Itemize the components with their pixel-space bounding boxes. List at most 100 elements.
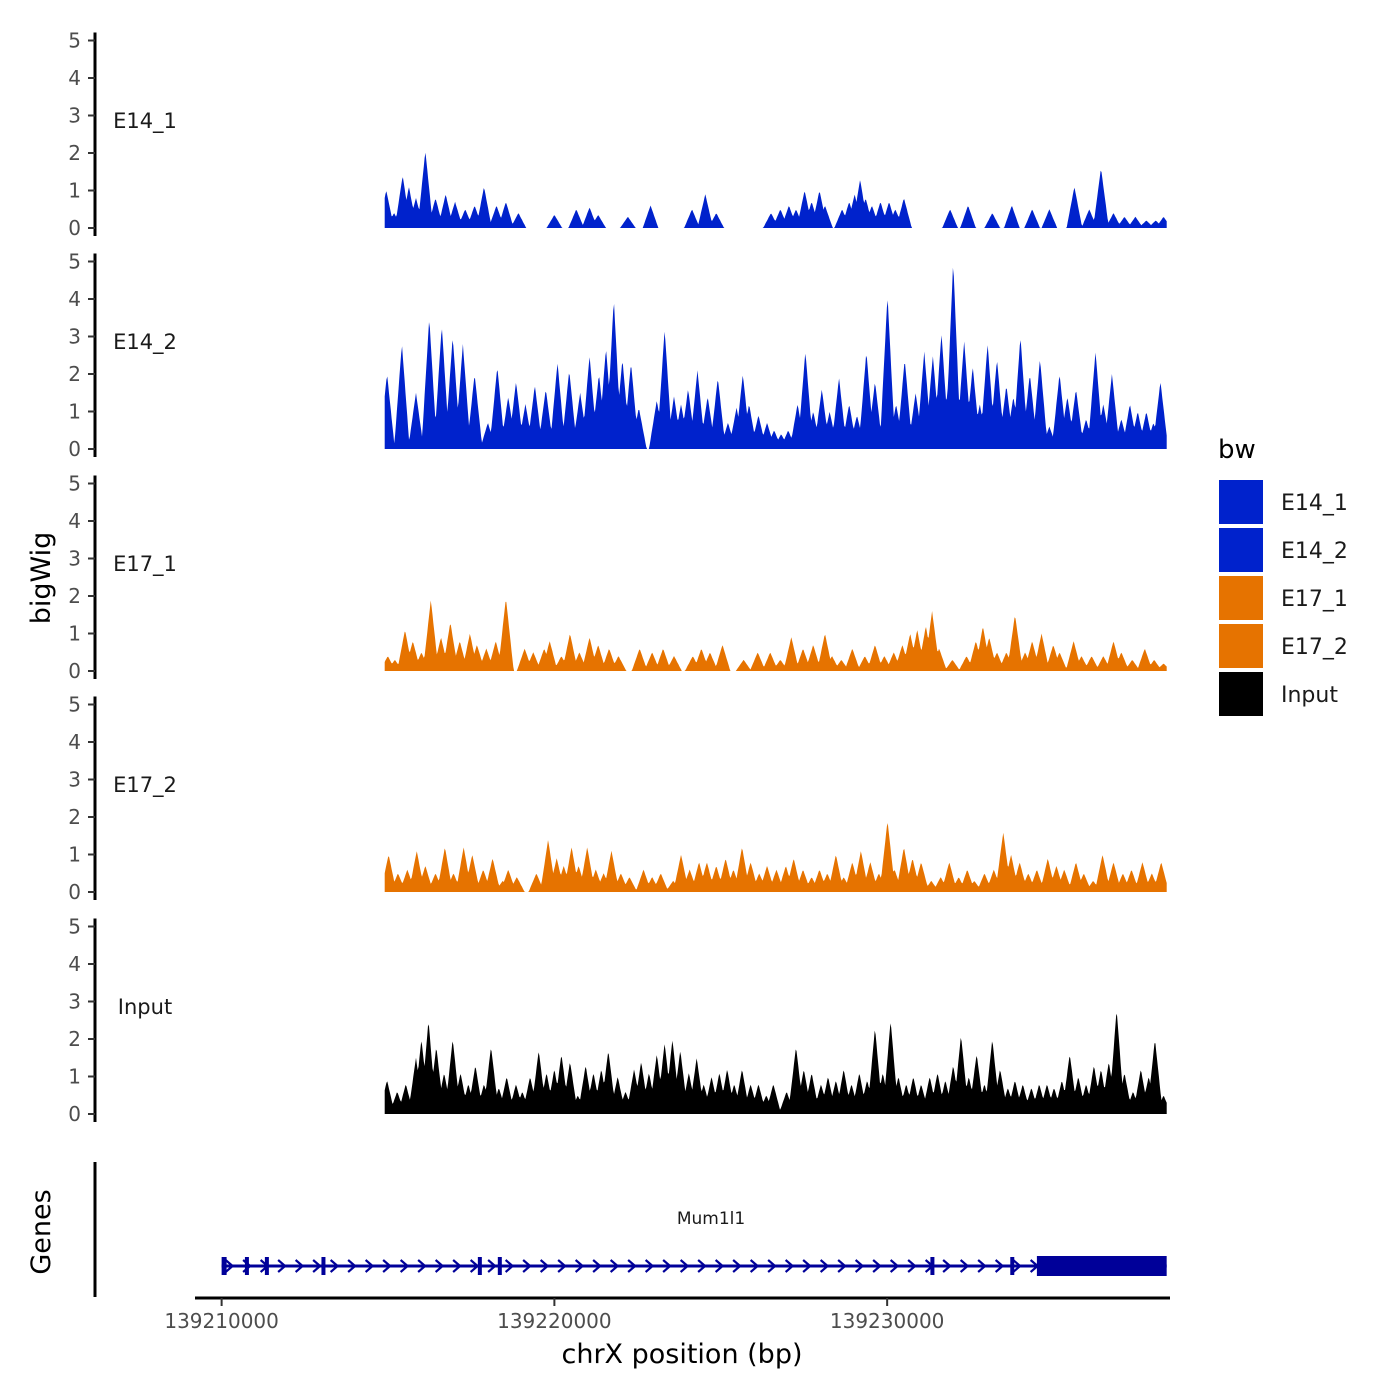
strand-arrow (784, 1259, 795, 1273)
strand-arrow (417, 1259, 427, 1273)
coverage-area-E17_2 (384, 823, 1167, 892)
strand-arrow (977, 1259, 987, 1273)
strand-arrow (802, 1259, 812, 1273)
strand-arrow (1012, 1259, 1022, 1273)
coverage-area-E14_2 (384, 267, 1167, 449)
legend-label-E17_2: E17_2 (1281, 635, 1348, 660)
strand-arrow (452, 1259, 462, 1273)
y-tick-label: 5 (68, 472, 81, 496)
gene-panel: Mum1l1 (93, 1162, 1167, 1297)
strand-arrow (574, 1259, 585, 1273)
strand-arrow (854, 1259, 865, 1273)
y-tick-label: 4 (68, 287, 81, 311)
legend-label-E14_1: E14_1 (1281, 491, 1348, 516)
gene-exon (1010, 1257, 1015, 1275)
track-label: E17_2 (113, 773, 177, 798)
bigwig-tracks: 0 1 2 3 4 5 E14_1 0 1 2 3 4 5 E14_2 0 1 2 3 4 5 E17_1 0 1 2 3 4 5 E… (68, 29, 1167, 1126)
strand-arrow (294, 1259, 305, 1273)
y-tick-label: 1 (68, 179, 81, 203)
track-label: E14_1 (113, 109, 177, 134)
track-label: E14_2 (113, 330, 177, 355)
strand-arrow (644, 1259, 655, 1273)
y-tick-label: 2 (68, 362, 81, 386)
strand-arrow (557, 1259, 567, 1273)
coverage-area-Input (384, 1013, 1167, 1114)
legend-swatch-E14_2 (1219, 528, 1263, 572)
track-label: E17_1 (113, 552, 177, 577)
legend-swatch-E17_2 (1219, 624, 1263, 668)
gene-exon (930, 1257, 935, 1275)
y-tick-label: 2 (68, 1027, 81, 1051)
y-tick-label: 4 (68, 509, 81, 533)
y-tick-label: 1 (68, 1065, 81, 1089)
strand-arrow (959, 1259, 970, 1273)
strand-arrow (697, 1259, 707, 1273)
y-tick-label: 5 (68, 29, 81, 53)
gene-exon (497, 1257, 502, 1275)
legend-title: bw (1218, 435, 1256, 465)
strand-arrow (522, 1259, 532, 1273)
strand-arrow (942, 1259, 952, 1273)
strand-arrow (347, 1259, 357, 1273)
legend: bw E14_1 E14_2 E17_1 E17_2 Input (1218, 435, 1348, 716)
x-tick-label: 139220000 (497, 1309, 612, 1333)
strand-arrow (872, 1259, 882, 1273)
strand-arrow (224, 1259, 235, 1273)
track-E17_1: 0 1 2 3 4 5 E17_1 (68, 472, 1167, 683)
y-tick-label: 5 (68, 693, 81, 717)
strand-arrow (714, 1259, 725, 1273)
coverage-area-E14_1 (384, 152, 1167, 228)
y-tick-label: 2 (68, 141, 81, 165)
y-tick-label: 3 (68, 325, 81, 349)
strand-arrow (539, 1259, 550, 1273)
strand-arrow (277, 1259, 287, 1273)
y-tick-label: 0 (68, 880, 81, 904)
strand-arrow (609, 1259, 620, 1273)
x-tick-label: 139210000 (164, 1309, 279, 1333)
strand-arrow (627, 1259, 637, 1273)
y-tick-label: 5 (68, 250, 81, 274)
y-axis-title-bigwig: bigWig (26, 532, 57, 625)
strand-arrow (994, 1259, 1005, 1273)
legend-swatch-E14_1 (1219, 480, 1263, 524)
legend-swatch-E17_1 (1219, 576, 1263, 620)
x-tick-label: 139230000 (830, 1309, 945, 1333)
track-label: Input (118, 995, 172, 1019)
track-Input: 0 1 2 3 4 5 Input (68, 915, 1167, 1126)
track-E17_2: 0 1 2 3 4 5 E17_2 (68, 693, 1167, 904)
strand-arrow (767, 1259, 777, 1273)
strand-arrow (907, 1259, 917, 1273)
legend-label-E14_2: E14_2 (1281, 539, 1348, 564)
y-tick-label: 1 (68, 622, 81, 646)
gene-name-label: Mum1l1 (677, 1209, 745, 1229)
legend-label-E17_1: E17_1 (1281, 587, 1348, 612)
strand-arrow (819, 1259, 830, 1273)
strand-arrow (592, 1259, 602, 1273)
gene-exon (321, 1257, 326, 1275)
y-tick-label: 0 (68, 437, 81, 461)
y-tick-label: 4 (68, 66, 81, 90)
y-tick-label: 3 (68, 547, 81, 571)
y-tick-label: 2 (68, 584, 81, 608)
y-tick-label: 2 (68, 805, 81, 829)
coverage-area-E17_1 (384, 600, 1167, 671)
y-tick-label: 1 (68, 400, 81, 424)
y-tick-label: 3 (68, 990, 81, 1014)
x-axis: 139210000 139220000 139230000 (164, 1296, 1170, 1333)
strand-arrow (732, 1259, 742, 1273)
y-axis-title-genes: Genes (26, 1189, 57, 1274)
x-axis-title: chrX position (bp) (561, 1339, 802, 1370)
y-tick-label: 4 (68, 952, 81, 976)
track-E14_2: 0 1 2 3 4 5 E14_2 (68, 250, 1167, 461)
strand-arrow (364, 1259, 375, 1273)
strand-arrow (889, 1259, 900, 1273)
y-tick-label: 0 (68, 659, 81, 683)
strand-arrow (329, 1259, 340, 1273)
strand-arrow (662, 1259, 672, 1273)
strand-arrow (399, 1259, 410, 1273)
y-tick-label: 5 (68, 915, 81, 939)
strand-arrow (837, 1259, 847, 1273)
strand-arrow (679, 1259, 690, 1273)
track-E14_1: 0 1 2 3 4 5 E14_1 (68, 29, 1167, 240)
